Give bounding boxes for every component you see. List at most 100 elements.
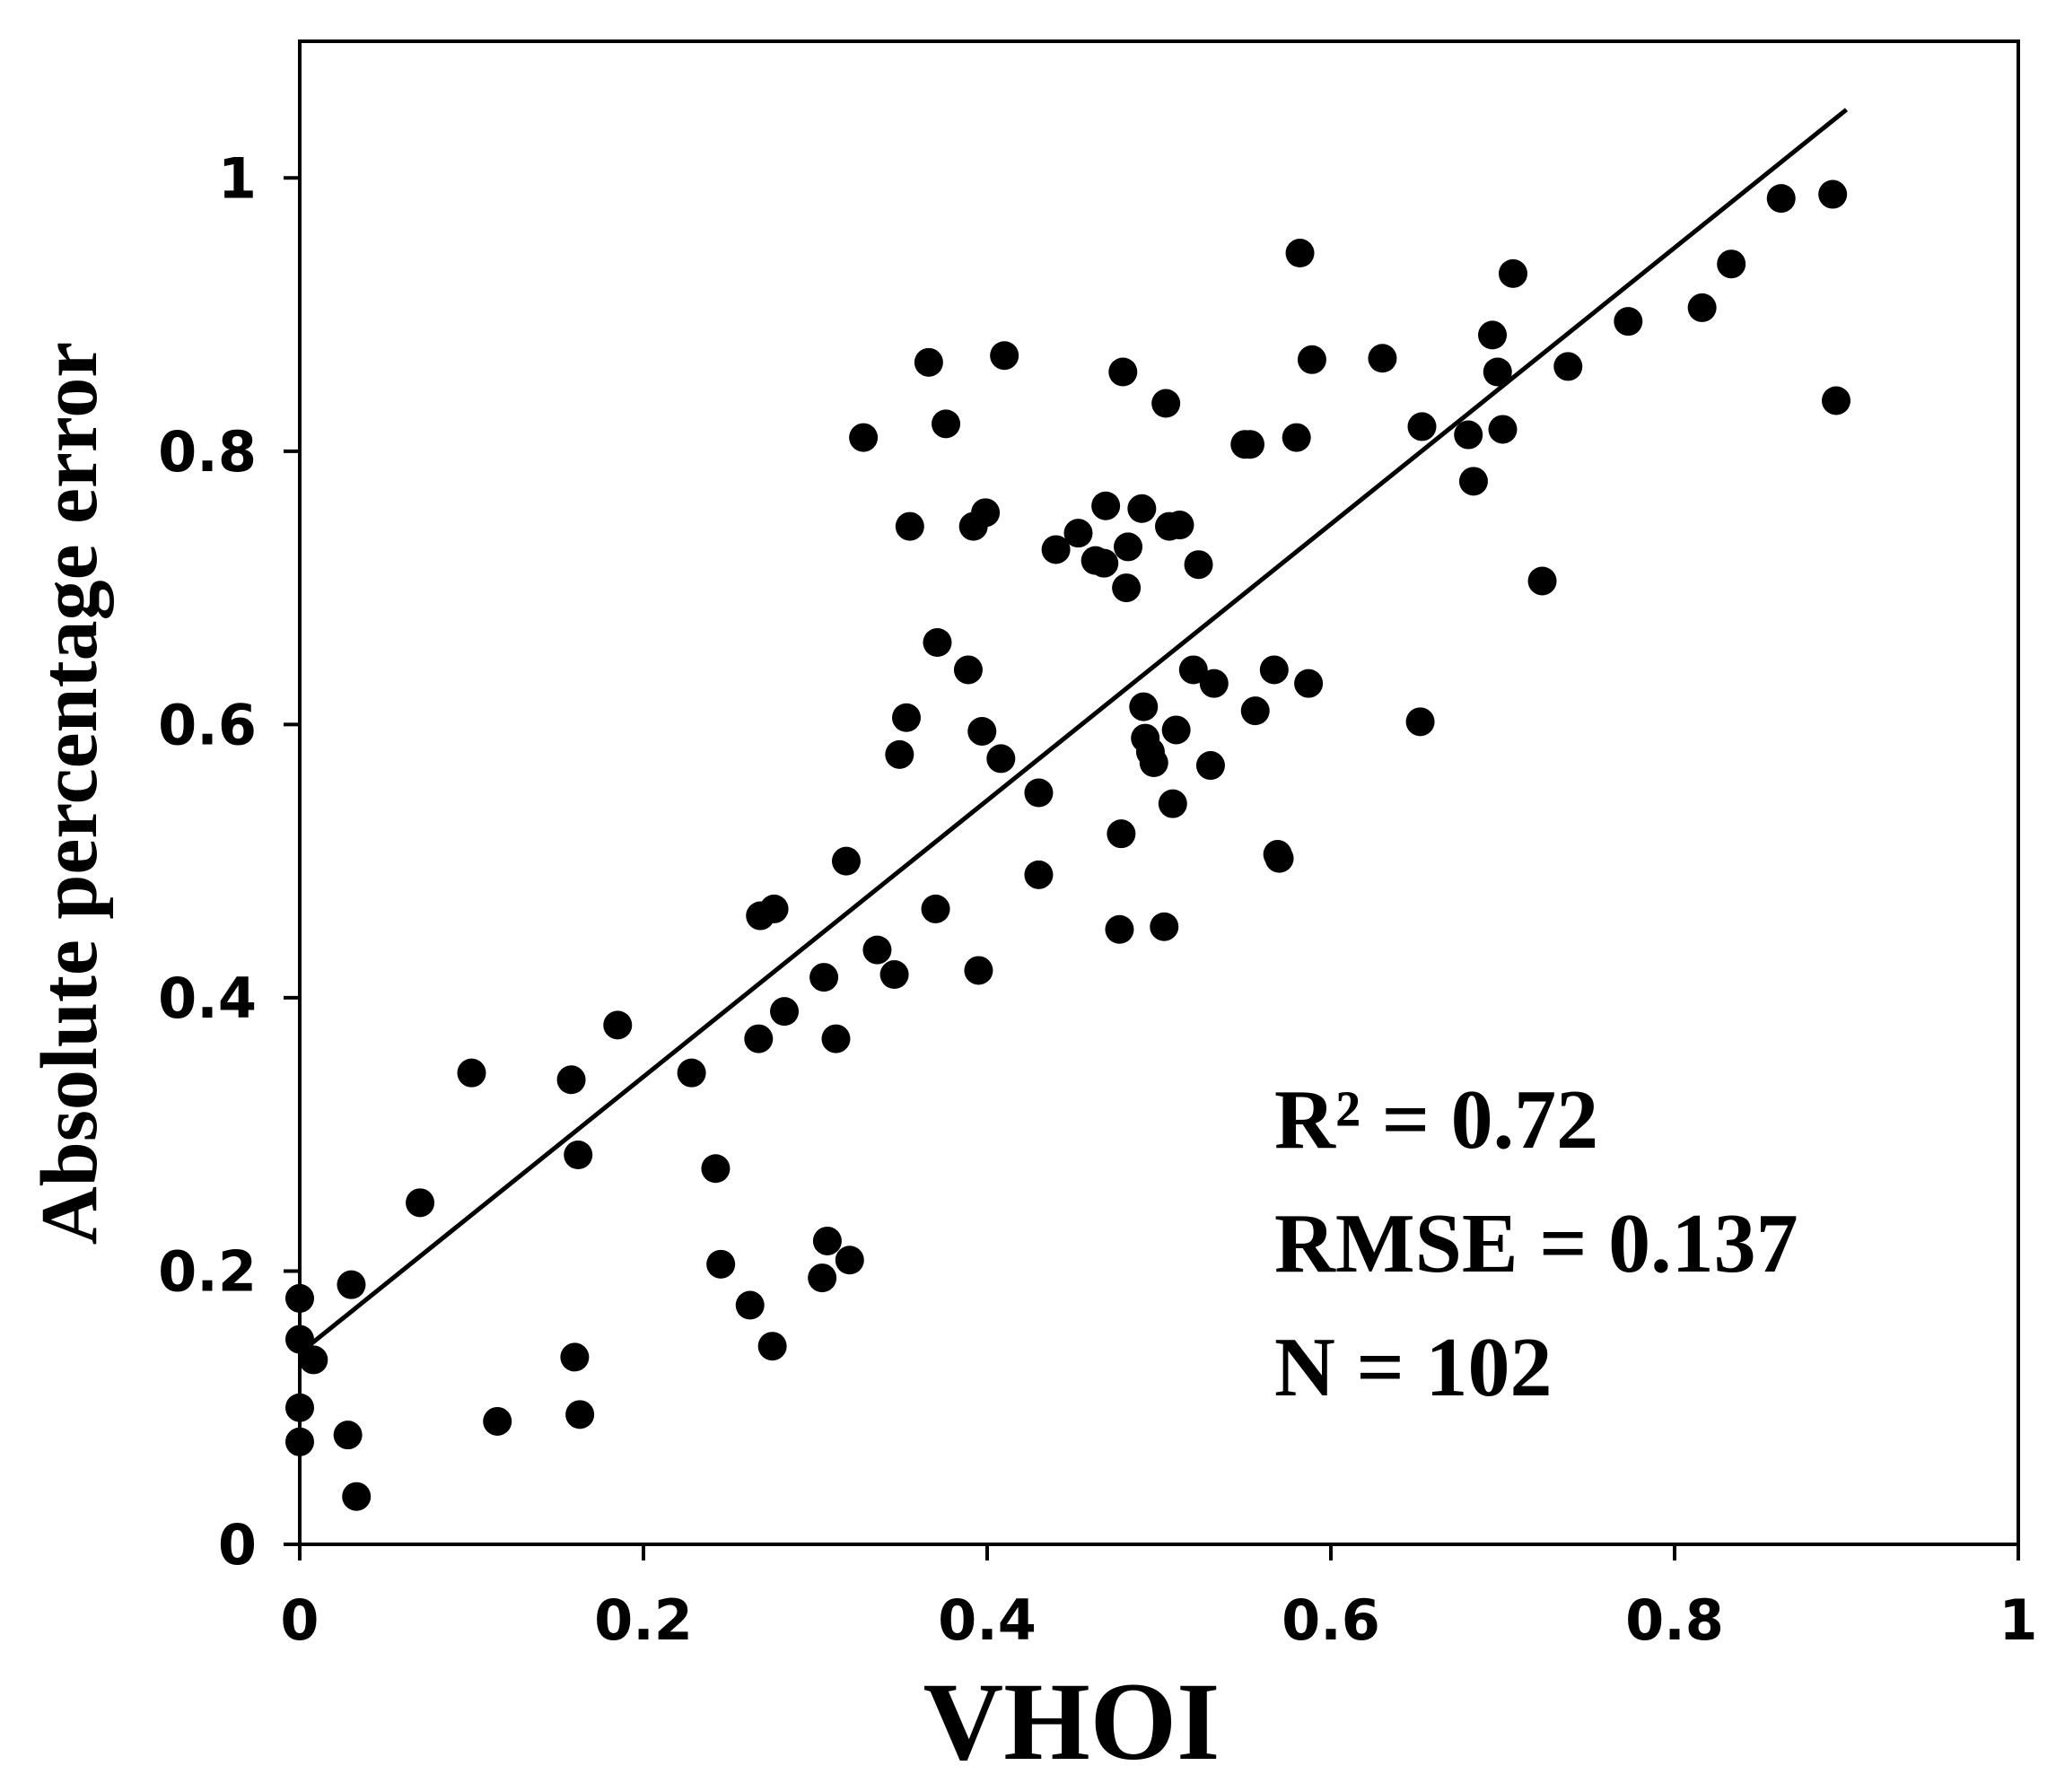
data-point bbox=[914, 347, 943, 377]
data-point bbox=[1199, 669, 1229, 698]
data-point bbox=[770, 997, 800, 1027]
data-point bbox=[1488, 415, 1518, 444]
data-point bbox=[735, 1290, 765, 1320]
x-axis: 0 0.2 0.4 0.6 0.8 1 bbox=[280, 1544, 2038, 1653]
data-point bbox=[333, 1420, 363, 1450]
y-tick-label: 0.6 bbox=[158, 692, 257, 757]
data-point bbox=[1687, 293, 1717, 322]
data-point bbox=[986, 744, 1016, 774]
x-tick-label: 0.8 bbox=[1625, 1587, 1724, 1653]
data-point bbox=[1259, 655, 1289, 685]
data-point bbox=[1041, 535, 1071, 564]
data-point bbox=[1454, 420, 1483, 450]
stats-annotations: R² = 0.72 RMSE = 0.137 N = 102 bbox=[1274, 1073, 1798, 1414]
data-point bbox=[809, 963, 839, 992]
data-point bbox=[1818, 179, 1848, 209]
data-point bbox=[821, 1024, 851, 1053]
data-point bbox=[285, 1283, 314, 1313]
r-squared-label: R² = 0.72 bbox=[1274, 1073, 1598, 1167]
data-points bbox=[285, 179, 1851, 1511]
data-point bbox=[1294, 669, 1324, 698]
data-point bbox=[757, 1332, 787, 1361]
data-point bbox=[1165, 511, 1194, 540]
x-tick-label: 0.2 bbox=[594, 1587, 693, 1653]
data-point bbox=[603, 1010, 633, 1040]
data-point bbox=[1150, 912, 1179, 941]
data-point bbox=[967, 716, 997, 746]
n-label: N = 102 bbox=[1274, 1321, 1552, 1414]
data-point bbox=[1458, 467, 1488, 496]
data-point bbox=[1264, 844, 1294, 873]
data-point bbox=[406, 1188, 435, 1218]
data-point bbox=[1184, 550, 1213, 580]
y-axis-title: Absolute percentage error bbox=[25, 342, 114, 1245]
data-point bbox=[342, 1482, 372, 1511]
data-point bbox=[744, 1024, 774, 1053]
data-point bbox=[285, 1324, 314, 1354]
data-point bbox=[1717, 249, 1746, 279]
data-point bbox=[1498, 258, 1527, 288]
y-tick-label: 0.4 bbox=[158, 966, 257, 1031]
x-axis-title: VHOI bbox=[923, 1660, 1220, 1783]
data-point bbox=[1195, 751, 1225, 781]
x-tick-label: 0.4 bbox=[938, 1587, 1037, 1653]
data-point bbox=[285, 1393, 314, 1422]
data-point bbox=[923, 628, 952, 657]
data-point bbox=[1108, 357, 1138, 387]
data-point bbox=[1151, 389, 1181, 418]
data-point bbox=[759, 894, 789, 923]
data-point bbox=[483, 1406, 512, 1436]
data-point bbox=[879, 960, 909, 990]
data-point bbox=[299, 1345, 328, 1375]
data-point bbox=[1091, 491, 1121, 520]
data-point bbox=[1407, 412, 1437, 441]
data-point bbox=[1107, 819, 1136, 849]
data-point bbox=[1553, 352, 1583, 381]
x-tick-label: 0.6 bbox=[1282, 1587, 1380, 1653]
y-tick-label: 0.8 bbox=[158, 419, 257, 485]
data-point bbox=[971, 498, 1001, 528]
data-point bbox=[1282, 423, 1311, 452]
data-point bbox=[1127, 494, 1157, 523]
data-point bbox=[895, 511, 924, 541]
data-point bbox=[953, 655, 983, 685]
data-point bbox=[1158, 789, 1187, 818]
plot-area-frame bbox=[298, 39, 2020, 1546]
data-point bbox=[1129, 692, 1159, 721]
data-point bbox=[1766, 184, 1796, 214]
data-point bbox=[1822, 386, 1851, 415]
data-point bbox=[706, 1249, 736, 1279]
y-axis: 0 0.2 0.4 0.6 0.8 1 bbox=[158, 145, 300, 1578]
data-point bbox=[1614, 307, 1643, 337]
data-point bbox=[835, 1246, 864, 1275]
data-point bbox=[285, 1427, 314, 1456]
x-tick-label: 0 bbox=[280, 1587, 319, 1653]
data-point bbox=[1114, 532, 1143, 562]
data-point bbox=[862, 935, 892, 965]
data-point bbox=[1063, 519, 1093, 548]
data-point bbox=[677, 1058, 706, 1088]
data-point bbox=[337, 1270, 366, 1299]
data-point bbox=[1139, 748, 1168, 777]
trendline bbox=[298, 108, 1849, 1355]
y-tick-label: 0.2 bbox=[158, 1238, 257, 1304]
data-point bbox=[556, 1065, 586, 1095]
data-point bbox=[564, 1141, 593, 1170]
data-point bbox=[457, 1058, 486, 1088]
data-point bbox=[1024, 778, 1054, 808]
x-tick-label: 1 bbox=[1999, 1587, 2037, 1653]
data-point bbox=[891, 703, 921, 732]
data-point bbox=[1405, 707, 1435, 737]
data-point bbox=[812, 1226, 842, 1255]
data-point bbox=[701, 1154, 731, 1184]
data-point bbox=[808, 1263, 837, 1293]
rmse-label: RMSE = 0.137 bbox=[1274, 1197, 1798, 1290]
data-point bbox=[1285, 239, 1315, 268]
data-point bbox=[849, 423, 879, 452]
data-point bbox=[560, 1342, 590, 1372]
y-tick-label: 1 bbox=[218, 145, 257, 211]
data-point bbox=[1178, 655, 1208, 685]
data-point bbox=[1024, 860, 1054, 889]
